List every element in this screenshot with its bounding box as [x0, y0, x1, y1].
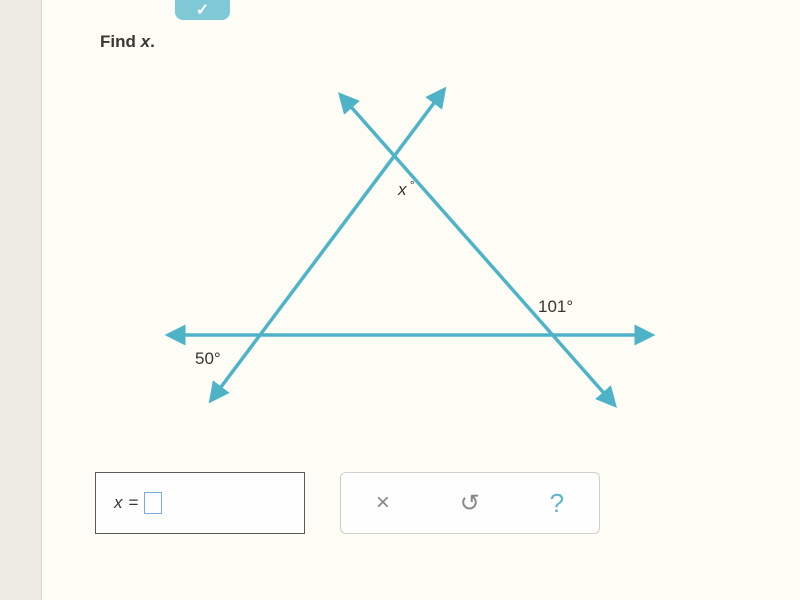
clear-icon: × — [376, 489, 390, 516]
check-icon: ✓ — [196, 0, 209, 20]
tab-indicator[interactable]: ✓ — [175, 0, 230, 20]
answer-box: x = — [95, 472, 305, 534]
help-icon: ? — [550, 488, 564, 518]
undo-button[interactable]: ↺ — [460, 489, 480, 518]
prompt-suffix: . — [150, 32, 155, 51]
line-a — [215, 95, 440, 395]
angle-50-label: 50° — [195, 349, 221, 368]
left-margin-stripe — [0, 0, 42, 600]
help-button[interactable]: ? — [550, 488, 564, 519]
angle-101-label: 101° — [538, 297, 573, 316]
question-prompt: Find x. — [100, 32, 155, 52]
answer-input[interactable] — [144, 492, 162, 514]
prompt-variable: x — [141, 32, 150, 51]
answer-variable: x — [114, 493, 123, 513]
prompt-prefix: Find — [100, 32, 141, 51]
undo-icon: ↺ — [460, 490, 480, 517]
answer-equals: = — [129, 493, 139, 513]
answer-expression: x = — [114, 492, 162, 514]
clear-button[interactable]: × — [376, 489, 390, 517]
controls-box: × ↺ ? — [340, 472, 600, 534]
angle-x-label: x ° — [397, 178, 415, 199]
geometry-diagram: x ° 101° 50° — [120, 80, 660, 420]
diagram-svg: x ° 101° 50° — [120, 80, 660, 420]
line-b — [345, 100, 610, 400]
